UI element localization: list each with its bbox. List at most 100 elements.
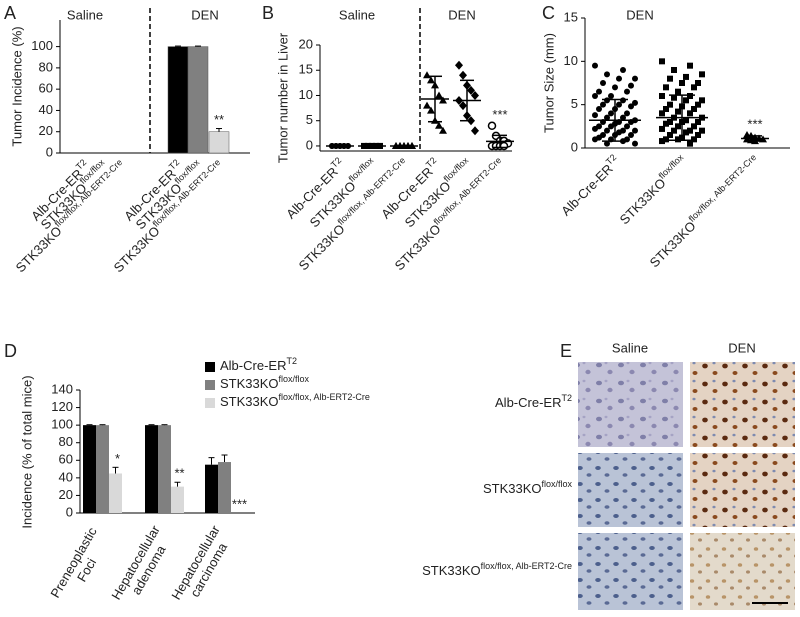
point bbox=[687, 62, 693, 69]
point bbox=[592, 112, 598, 119]
panel-letter: E bbox=[560, 341, 572, 361]
group-label: DEN bbox=[626, 7, 653, 22]
point bbox=[628, 103, 634, 110]
point bbox=[659, 110, 665, 117]
significance: *** bbox=[232, 496, 247, 511]
point bbox=[604, 140, 610, 147]
point bbox=[683, 97, 689, 104]
point bbox=[691, 136, 697, 143]
row-label-base: STK33KO bbox=[483, 481, 542, 496]
row-label-sup: flox/flox bbox=[541, 479, 572, 489]
y-axis-title: Tumor number in Liver bbox=[275, 32, 290, 163]
group-label: DEN bbox=[448, 7, 475, 22]
y-tick-label: 60 bbox=[39, 81, 53, 96]
legend-swatch bbox=[205, 380, 215, 390]
point bbox=[608, 123, 614, 130]
point bbox=[675, 123, 681, 130]
point bbox=[427, 76, 435, 84]
point bbox=[659, 93, 665, 99]
point bbox=[683, 73, 689, 80]
point bbox=[671, 127, 677, 134]
y-tick-label: 140 bbox=[51, 381, 73, 396]
x-tick-label-base: STK33KO bbox=[647, 219, 699, 271]
point bbox=[667, 132, 673, 138]
point bbox=[695, 101, 701, 108]
legend-label-sup: T2 bbox=[286, 356, 297, 366]
point bbox=[683, 117, 689, 124]
point bbox=[687, 140, 693, 147]
point bbox=[616, 75, 622, 82]
point bbox=[632, 99, 638, 106]
y-tick-label: 15 bbox=[564, 9, 578, 24]
point bbox=[663, 120, 669, 127]
legend-label-base: STK33KO bbox=[220, 376, 279, 391]
y-tick-label: 0 bbox=[571, 139, 578, 154]
x-tick-label-sup: flox/flox, Alb-ERT2-Cre bbox=[687, 152, 759, 224]
micrograph bbox=[578, 533, 683, 610]
point bbox=[600, 80, 606, 86]
group-label: Saline bbox=[339, 7, 375, 22]
point bbox=[596, 106, 602, 112]
bar bbox=[83, 425, 96, 513]
bar bbox=[208, 131, 230, 154]
point bbox=[423, 71, 431, 79]
point bbox=[699, 97, 705, 104]
y-tick-label: 80 bbox=[39, 59, 53, 74]
point bbox=[628, 132, 634, 138]
row-label: Alb-Cre-ERT2 bbox=[495, 393, 572, 410]
point bbox=[659, 125, 665, 132]
point bbox=[616, 101, 622, 108]
panel-letter: A bbox=[4, 3, 16, 23]
point bbox=[695, 132, 701, 138]
point bbox=[608, 110, 614, 117]
column-label: Saline bbox=[612, 340, 648, 355]
point bbox=[592, 62, 598, 69]
point bbox=[624, 110, 630, 117]
point bbox=[435, 121, 443, 129]
y-tick-label: 10 bbox=[564, 53, 578, 68]
y-tick-label: 60 bbox=[59, 452, 73, 467]
y-tick-label: 100 bbox=[51, 417, 73, 432]
point bbox=[471, 126, 479, 136]
row-label-sup: flox/flox, Alb-ERT2-Cre bbox=[481, 561, 572, 571]
x-tick-label: STK33KOflox/flox bbox=[616, 152, 691, 227]
legend-label: STK33KOflox/flox, Alb-ERT2-Cre bbox=[220, 392, 370, 409]
legend-label: STK33KOflox/flox bbox=[220, 374, 310, 391]
point bbox=[427, 106, 435, 114]
y-tick-label: 120 bbox=[51, 399, 73, 414]
x-tick-label-base: STK33KO bbox=[296, 222, 348, 274]
point bbox=[659, 58, 665, 65]
x-tick-label-base: STK33KO bbox=[111, 224, 163, 276]
significance: ** bbox=[174, 466, 184, 481]
x-tick-label-base: STK33KO bbox=[617, 176, 669, 228]
point bbox=[687, 127, 693, 134]
point bbox=[663, 136, 669, 143]
point bbox=[439, 126, 447, 134]
y-tick-label: 20 bbox=[39, 123, 53, 138]
bar bbox=[145, 425, 158, 513]
row-label: STK33KOflox/flox bbox=[483, 479, 573, 496]
panel-letter: B bbox=[262, 3, 274, 23]
point bbox=[632, 75, 638, 82]
point bbox=[687, 110, 693, 117]
point bbox=[675, 88, 681, 95]
point bbox=[632, 140, 638, 147]
point bbox=[667, 75, 673, 82]
point bbox=[439, 96, 447, 104]
y-tick-label: 80 bbox=[59, 434, 73, 449]
significance: *** bbox=[492, 107, 507, 122]
point bbox=[624, 123, 630, 130]
x-tick-label-sup: flox/flox bbox=[347, 155, 376, 184]
micrograph bbox=[690, 362, 795, 447]
x-tick-label-sup: flox/flox bbox=[442, 155, 471, 184]
micrograph bbox=[578, 453, 683, 527]
point bbox=[620, 67, 626, 73]
legend-label-base: STK33KO bbox=[220, 394, 279, 409]
point bbox=[679, 80, 685, 86]
point bbox=[608, 93, 614, 99]
point bbox=[687, 93, 693, 99]
y-tick-label: 20 bbox=[299, 36, 313, 51]
y-tick-label: 0 bbox=[66, 504, 73, 519]
y-tick-label: 10 bbox=[299, 87, 313, 102]
y-tick-label: 0 bbox=[46, 144, 53, 159]
